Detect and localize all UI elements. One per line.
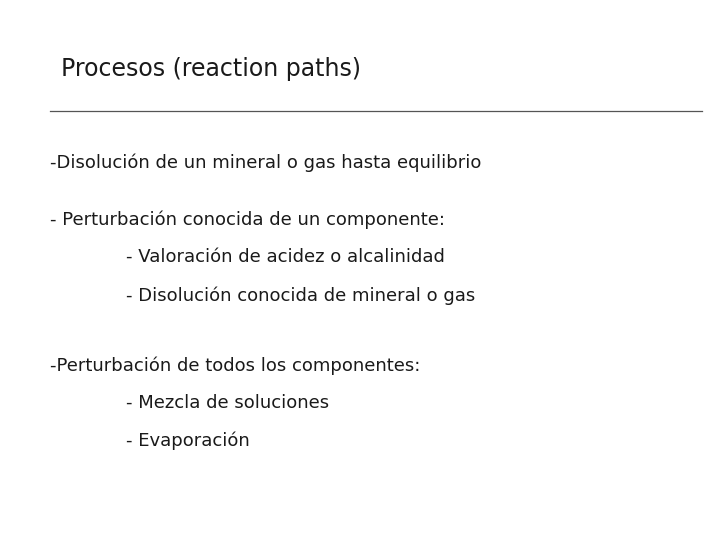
Text: Procesos (reaction paths): Procesos (reaction paths)	[61, 57, 361, 80]
Text: -Disolución de un mineral o gas hasta equilibrio: -Disolución de un mineral o gas hasta eq…	[50, 154, 482, 172]
Text: - Mezcla de soluciones: - Mezcla de soluciones	[126, 394, 329, 412]
Text: - Valoración de acidez o alcalinidad: - Valoración de acidez o alcalinidad	[126, 248, 445, 266]
Text: - Perturbación conocida de un componente:: - Perturbación conocida de un componente…	[50, 211, 446, 229]
Text: - Disolución conocida de mineral o gas: - Disolución conocida de mineral o gas	[126, 286, 475, 305]
Text: -Perturbación de todos los componentes:: -Perturbación de todos los componentes:	[50, 356, 420, 375]
Text: - Evaporación: - Evaporación	[126, 432, 250, 450]
